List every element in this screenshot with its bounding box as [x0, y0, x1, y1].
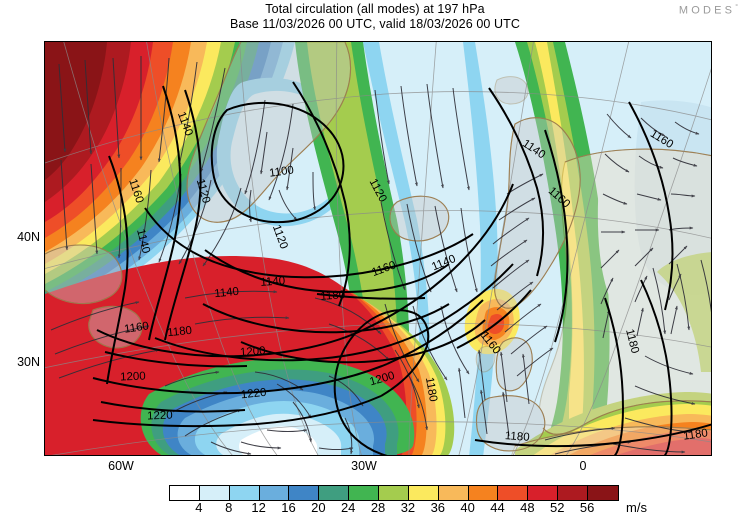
svg-text:1180: 1180 [320, 289, 346, 303]
colorbar-segment [229, 486, 260, 500]
colorbar-segment [498, 486, 529, 500]
colorbar-tick-label: 28 [370, 500, 386, 515]
svg-text:1180: 1180 [167, 325, 193, 340]
map-svg: 1140 1100 1160 1120 1120 1140 1160 1140 … [45, 42, 711, 455]
map-contents: 1140 1100 1160 1120 1120 1140 1160 1140 … [45, 42, 711, 455]
svg-text:1100: 1100 [269, 164, 295, 179]
modes-logo-mark: ° [735, 4, 738, 11]
colorbar-tick-label: 4 [195, 500, 203, 515]
colorbar-tick-label: 8 [225, 500, 233, 515]
colorbar-segment [588, 486, 618, 500]
svg-text:1180: 1180 [504, 430, 530, 444]
modes-logo: MODES° [679, 4, 738, 17]
colorbar-tick-label: 24 [340, 500, 356, 515]
map-plot-area[interactable]: 1140 1100 1160 1120 1120 1140 1160 1140 … [44, 41, 712, 456]
chart-title-block: Total circulation (all modes) at 197 hPa… [0, 2, 750, 32]
svg-text:1140: 1140 [260, 275, 286, 289]
chart-subtitle: Base 11/03/2026 00 UTC, valid 18/03/2026… [229, 17, 521, 31]
colorbar-segment [349, 486, 380, 500]
colorbar-segment [558, 486, 589, 500]
colorbar-segment [379, 486, 409, 500]
colorbar-tick-label: 40 [460, 500, 475, 515]
colorbar-tick-label: 48 [520, 500, 535, 515]
colorbar-tick-label: 20 [311, 500, 326, 515]
colorbar-segment [289, 486, 320, 500]
colorbar-segment [438, 486, 469, 500]
xtick-label-0: 0 [579, 459, 587, 473]
colorbar-segment [319, 486, 350, 500]
svg-text:1200: 1200 [120, 371, 146, 384]
svg-text:1220: 1220 [147, 410, 173, 423]
colorbar-segment [408, 486, 439, 500]
coastlines [45, 42, 711, 452]
colorbar-tick-label: 16 [281, 500, 296, 515]
svg-text:1140: 1140 [214, 286, 240, 301]
landmass-svalbard [494, 76, 529, 105]
colorbar-segment [199, 486, 230, 500]
colorbar-segment [468, 486, 499, 500]
colorbar-segment [170, 486, 200, 500]
svg-text:1180: 1180 [623, 328, 641, 355]
ytick-label-40n: 40N [17, 230, 40, 244]
contour-1100 [210, 102, 345, 224]
xtick-label-60w: 60W [108, 459, 134, 473]
svg-text:1180: 1180 [683, 427, 709, 442]
modes-logo-text: MODES [678, 4, 736, 17]
svg-text:1180: 1180 [423, 376, 439, 402]
graticule [45, 42, 711, 455]
colorbar-tick-label: 12 [251, 500, 266, 515]
colorbar-tick-label: 32 [400, 500, 416, 515]
colorbar[interactable] [169, 485, 619, 501]
svg-text:1160: 1160 [124, 320, 150, 335]
page-title: Total circulation (all modes) at 197 hPa [265, 2, 485, 16]
colorbar-tick-label: 44 [490, 500, 505, 515]
ytick-label-30n: 30N [17, 355, 40, 369]
svg-text:1220: 1220 [240, 387, 267, 402]
colorbar-ticks: 4 8 12 16 20 24 28 32 36 40 44 48 52 56 [169, 500, 617, 516]
colorbar-tick-label: 52 [550, 500, 565, 515]
colorbar-segment [259, 486, 290, 500]
colorbar-tick-label: 56 [579, 500, 595, 515]
xtick-label-30w: 30W [351, 459, 377, 473]
colorbar-tick-label: 36 [430, 500, 446, 515]
colorbar-unit-label: m/s [626, 500, 647, 515]
svg-text:1200: 1200 [240, 345, 266, 359]
svg-text:1140: 1140 [134, 228, 152, 255]
height-contours [92, 81, 711, 455]
colorbar-segment [528, 486, 559, 500]
